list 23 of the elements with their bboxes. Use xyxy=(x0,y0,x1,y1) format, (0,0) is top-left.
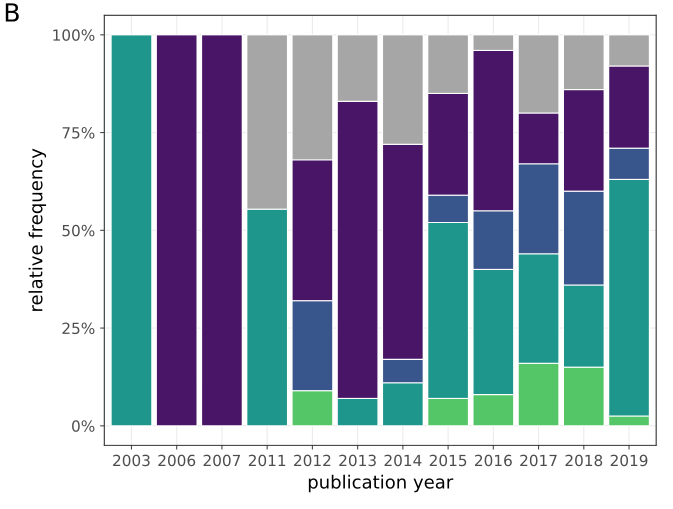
text: B xyxy=(6,3,19,22)
x-axis-title: publication year xyxy=(308,474,454,492)
x-tick-label: 2013 xyxy=(339,454,376,466)
y-tick-label: 100% xyxy=(53,29,94,41)
x-tick-label: 2006 xyxy=(158,454,196,466)
x-tick-label: 2014 xyxy=(384,454,422,466)
x-tick-label: 2016 xyxy=(475,454,512,466)
y-tick-label: 75% xyxy=(62,127,94,139)
x-tick-label: 2007 xyxy=(204,454,240,466)
x-tick-label: 2015 xyxy=(430,454,466,466)
y-axis-title: relative frequency xyxy=(28,148,46,311)
x-tick-label: 2019 xyxy=(610,454,648,466)
x-tick-label: 2018 xyxy=(565,454,602,466)
x-tick-label: 2011 xyxy=(248,454,286,466)
bar xyxy=(156,34,198,426)
x-tick-label: 2017 xyxy=(520,454,557,466)
y-tick-label: 50% xyxy=(62,224,94,236)
y-tick-label: 0% xyxy=(72,420,94,432)
x-tick-label: 2012 xyxy=(294,454,330,466)
x-tick-label: 2003 xyxy=(113,454,150,466)
y-tick-label: 25% xyxy=(62,322,94,334)
bar xyxy=(201,34,243,426)
bar xyxy=(110,34,152,426)
